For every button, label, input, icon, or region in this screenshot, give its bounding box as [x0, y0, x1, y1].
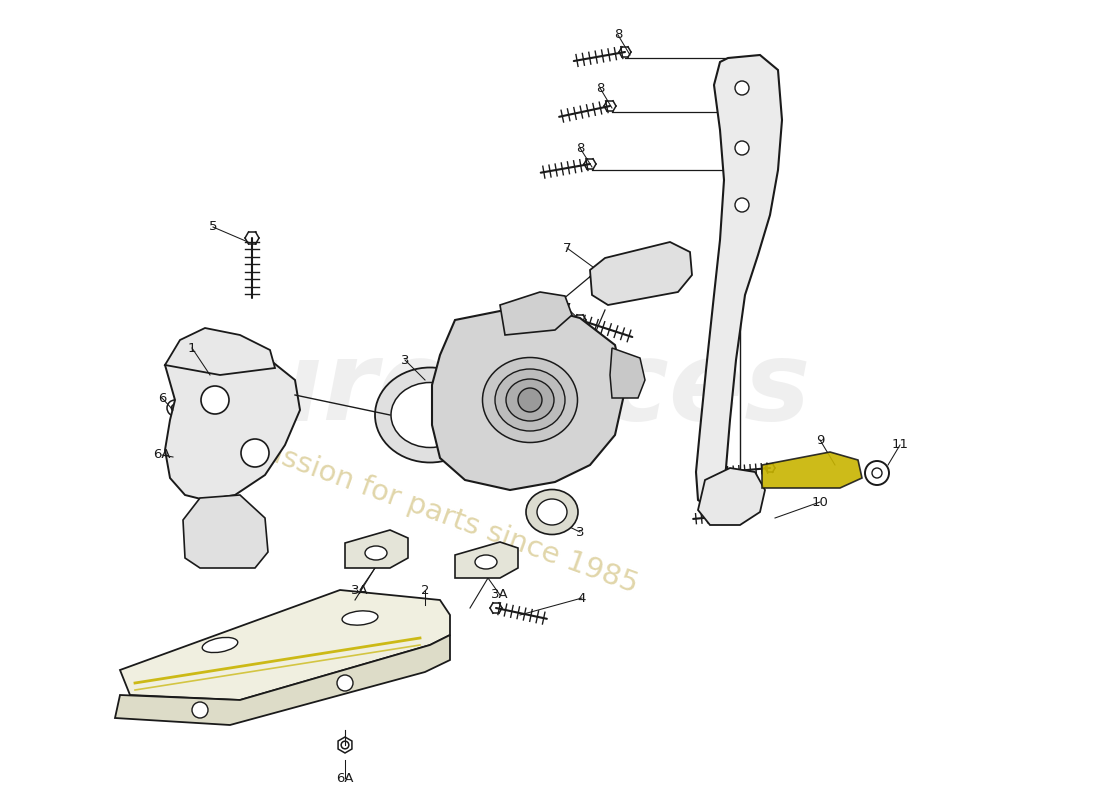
Polygon shape: [696, 55, 782, 508]
Circle shape: [192, 702, 208, 718]
Polygon shape: [698, 468, 764, 525]
Text: euroPaces: euroPaces: [168, 337, 811, 443]
Text: 2: 2: [420, 583, 429, 597]
Polygon shape: [116, 635, 450, 725]
Ellipse shape: [475, 555, 497, 569]
Polygon shape: [165, 328, 275, 375]
Text: 1: 1: [188, 342, 196, 354]
Text: 6A: 6A: [153, 449, 170, 462]
Circle shape: [518, 388, 542, 412]
Polygon shape: [590, 242, 692, 305]
Text: 5: 5: [209, 221, 218, 234]
Ellipse shape: [483, 358, 578, 442]
Polygon shape: [345, 530, 408, 568]
Text: 7: 7: [563, 242, 571, 254]
Text: 3A: 3A: [351, 583, 369, 597]
Circle shape: [201, 386, 229, 414]
Ellipse shape: [202, 638, 238, 653]
Ellipse shape: [506, 379, 554, 421]
Circle shape: [865, 461, 889, 485]
Circle shape: [735, 141, 749, 155]
Polygon shape: [120, 590, 450, 700]
Circle shape: [735, 198, 749, 212]
Text: 7: 7: [563, 302, 571, 314]
Polygon shape: [455, 542, 518, 578]
Polygon shape: [432, 305, 625, 490]
Ellipse shape: [375, 367, 485, 462]
Ellipse shape: [526, 490, 578, 534]
Ellipse shape: [342, 611, 378, 625]
Polygon shape: [610, 348, 645, 398]
Text: 11: 11: [891, 438, 909, 451]
Text: 8: 8: [614, 29, 623, 42]
Circle shape: [872, 468, 882, 478]
Text: 3: 3: [400, 354, 409, 366]
Polygon shape: [762, 452, 862, 488]
Text: a passion for parts since 1985: a passion for parts since 1985: [218, 422, 642, 598]
Text: 6: 6: [157, 391, 166, 405]
Text: 3A: 3A: [492, 589, 509, 602]
Text: 10: 10: [812, 495, 828, 509]
Ellipse shape: [537, 499, 566, 525]
Circle shape: [735, 81, 749, 95]
Text: 9: 9: [816, 434, 824, 446]
Text: 3: 3: [575, 526, 584, 538]
Circle shape: [337, 675, 353, 691]
Ellipse shape: [390, 382, 469, 447]
Ellipse shape: [365, 546, 387, 560]
Text: 4: 4: [578, 591, 586, 605]
Polygon shape: [500, 292, 572, 335]
Text: 8: 8: [575, 142, 584, 154]
Text: 8: 8: [596, 82, 604, 94]
Circle shape: [241, 439, 270, 467]
Text: 6A: 6A: [337, 771, 354, 785]
Ellipse shape: [495, 369, 565, 431]
Polygon shape: [165, 345, 300, 500]
Polygon shape: [183, 495, 268, 568]
